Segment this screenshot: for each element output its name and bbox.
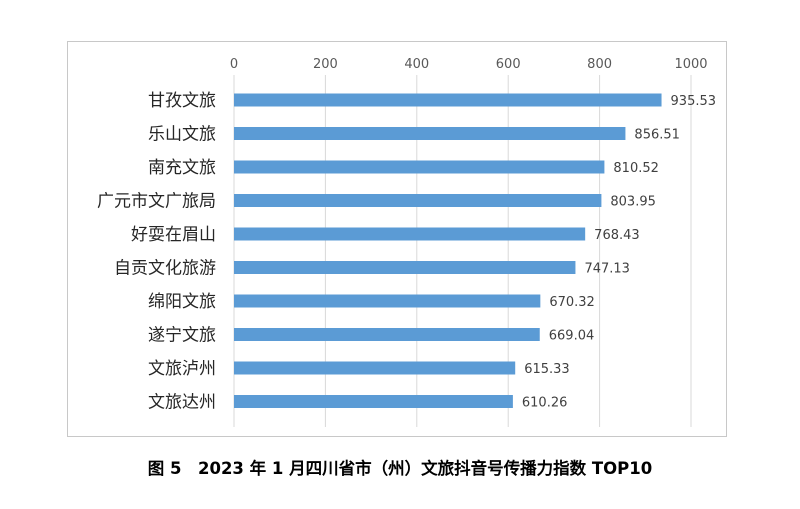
bar bbox=[234, 227, 586, 241]
category-label: 自贡文化旅游 bbox=[114, 259, 216, 279]
data-label: 810.52 bbox=[613, 161, 659, 176]
data-label: 856.51 bbox=[634, 128, 680, 143]
data-label: 803.95 bbox=[610, 195, 656, 210]
x-tick-label: 200 bbox=[313, 57, 338, 72]
chart-frame: 0 200 400 600 800 1000 甘孜文旅乐山文旅南充文旅广元市文广旅局好耍在… bbox=[67, 41, 727, 437]
x-tick-label: 0 bbox=[230, 57, 238, 72]
x-tick-label: 400 bbox=[404, 57, 429, 72]
bar bbox=[234, 395, 513, 408]
bar bbox=[234, 194, 602, 207]
bar bbox=[234, 328, 540, 341]
category-label: 遂宁文旅 bbox=[148, 326, 216, 346]
category-label: 好耍在眉山 bbox=[131, 225, 216, 245]
category-label: 广元市文广旅局 bbox=[97, 192, 216, 212]
x-tick-label: 800 bbox=[587, 57, 612, 72]
category-labels: 甘孜文旅乐山文旅南充文旅广元市文广旅局好耍在眉山自贡文化旅游绵阳文旅遂宁文旅文旅… bbox=[97, 91, 216, 413]
value-labels: 935.53 856.51 810.52 803.95 768.43 747.13 670.… bbox=[522, 94, 716, 411]
x-tick-label: 600 bbox=[496, 57, 521, 72]
bar bbox=[234, 160, 605, 174]
bars bbox=[234, 93, 662, 408]
data-label: 768.43 bbox=[594, 228, 640, 243]
category-label: 乐山文旅 bbox=[148, 125, 216, 145]
bar bbox=[234, 361, 516, 375]
data-label: 747.13 bbox=[584, 262, 630, 277]
data-label: 610.26 bbox=[522, 396, 568, 411]
bar bbox=[234, 127, 626, 140]
figure-caption: 图 5 2023 年 1 月四川省市（州）文旅抖音号传播力指数 TOP10 bbox=[147, 459, 653, 478]
bar-chart: 0 200 400 600 800 1000 甘孜文旅乐山文旅南充文旅广元市文广旅局好耍在… bbox=[97, 57, 716, 427]
data-label: 935.53 bbox=[671, 94, 717, 109]
category-label: 文旅达州 bbox=[148, 393, 216, 413]
bar bbox=[234, 261, 576, 274]
category-label: 文旅泸州 bbox=[148, 359, 216, 379]
x-axis-ticks: 0 200 400 600 800 1000 bbox=[230, 57, 708, 72]
bar bbox=[234, 93, 662, 107]
bar bbox=[234, 294, 541, 308]
x-tick-label: 1000 bbox=[674, 57, 707, 72]
category-label: 南充文旅 bbox=[148, 158, 216, 178]
category-label: 甘孜文旅 bbox=[148, 91, 216, 111]
category-label: 绵阳文旅 bbox=[148, 292, 216, 312]
data-label: 615.33 bbox=[524, 362, 570, 377]
data-label: 670.32 bbox=[549, 295, 595, 310]
data-label: 669.04 bbox=[549, 329, 595, 344]
